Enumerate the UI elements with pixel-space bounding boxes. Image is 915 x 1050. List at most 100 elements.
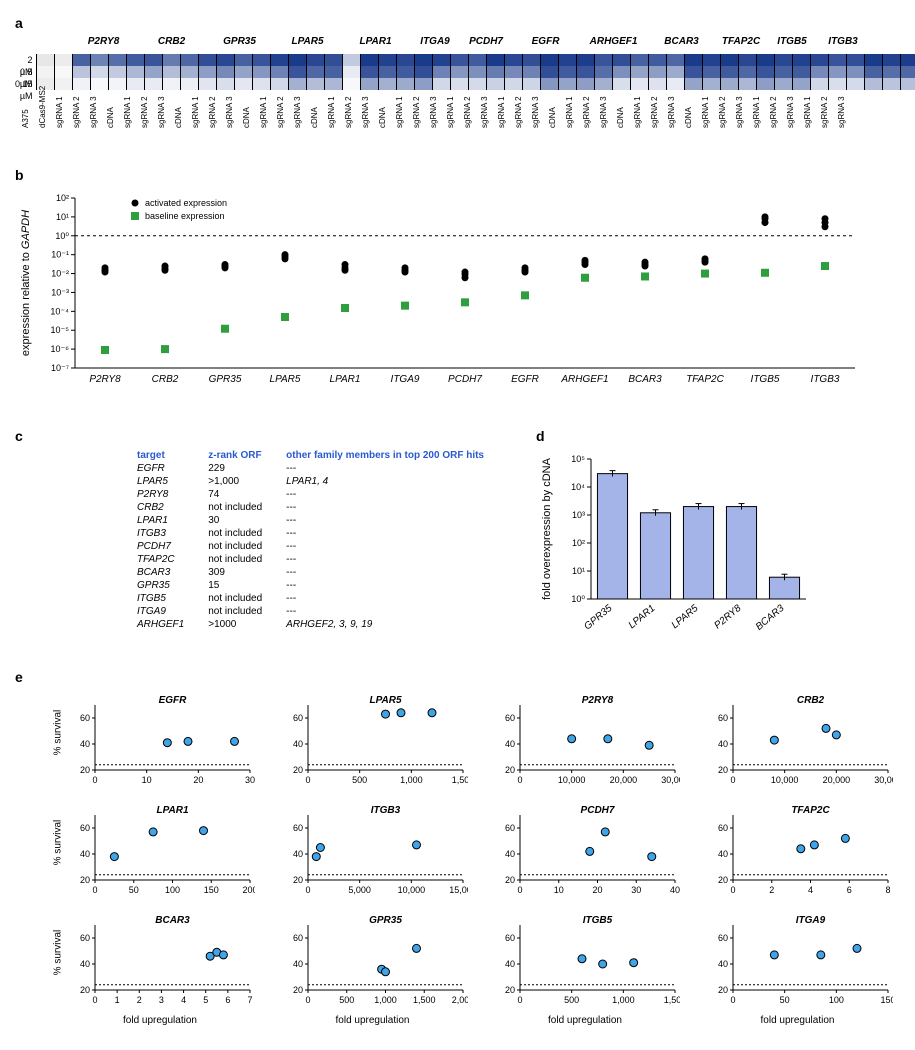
svg-text:TFAP2C: TFAP2C	[791, 805, 830, 816]
svg-text:CRB2: CRB2	[796, 695, 824, 706]
svg-text:40: 40	[505, 849, 515, 859]
heatmap: 2 µM0.5 µM0.15 µM P2RY8CRB2GPR35LPAR5LPA…	[15, 36, 900, 147]
svg-text:8: 8	[885, 885, 890, 895]
panel-e-label: e	[15, 669, 900, 685]
svg-text:20: 20	[717, 985, 727, 995]
svg-text:6: 6	[225, 995, 230, 1005]
svg-text:60: 60	[717, 933, 727, 943]
svg-text:60: 60	[505, 713, 515, 723]
svg-text:5,000: 5,000	[348, 885, 371, 895]
svg-text:4: 4	[181, 995, 186, 1005]
survival-chart-PCDH7: 204060010203040PCDH7	[490, 800, 680, 905]
panel-a-label: a	[15, 15, 900, 31]
svg-text:10²: 10²	[572, 538, 585, 548]
svg-text:200: 200	[242, 885, 255, 895]
svg-text:10¹: 10¹	[56, 212, 69, 222]
svg-text:10⁻²: 10⁻²	[51, 269, 69, 279]
survival-chart-LPAR1: 204060050100150200LPAR1% survival	[65, 800, 255, 905]
svg-text:60: 60	[292, 933, 302, 943]
svg-text:40: 40	[292, 849, 302, 859]
svg-text:20: 20	[193, 775, 203, 785]
svg-text:GPR35: GPR35	[582, 603, 615, 633]
svg-text:P2RY8: P2RY8	[582, 695, 614, 706]
svg-text:LPAR1: LPAR1	[627, 603, 658, 631]
svg-text:10⁻⁴: 10⁻⁴	[50, 306, 69, 316]
svg-text:1: 1	[115, 995, 120, 1005]
svg-text:ITGA9: ITGA9	[795, 915, 825, 926]
svg-text:baseline expression: baseline expression	[145, 211, 225, 221]
heatmap-col-labels: A375dCas9-MS2sgRNA 1sgRNA 2sgRNA 3cDNAsg…	[36, 92, 915, 147]
svg-text:150: 150	[880, 995, 893, 1005]
svg-text:30: 30	[245, 775, 255, 785]
svg-text:P2RY8: P2RY8	[89, 374, 121, 385]
svg-text:20: 20	[505, 765, 515, 775]
svg-text:30,000: 30,000	[874, 775, 893, 785]
orf-table: targetz-rank ORFother family members in …	[125, 449, 496, 631]
svg-text:10: 10	[554, 885, 564, 895]
panel-b: b 10⁻⁷10⁻⁶10⁻⁵10⁻⁴10⁻³10⁻²10⁻¹10⁰10¹10²P…	[15, 167, 900, 408]
survival-scatter-grid: 2040600102030EGFR% survival20406005001,0…	[65, 690, 900, 1015]
svg-text:0: 0	[730, 995, 735, 1005]
svg-text:60: 60	[80, 823, 90, 833]
svg-text:40: 40	[80, 739, 90, 749]
svg-text:2: 2	[137, 995, 142, 1005]
svg-text:EGFR: EGFR	[159, 695, 188, 706]
svg-text:0: 0	[305, 775, 310, 785]
svg-text:20: 20	[592, 885, 602, 895]
svg-text:20: 20	[717, 765, 727, 775]
svg-text:40: 40	[80, 849, 90, 859]
svg-text:0: 0	[92, 995, 97, 1005]
svg-text:60: 60	[717, 713, 727, 723]
svg-text:40: 40	[717, 739, 727, 749]
panel-e: e 2040600102030EGFR% survival20406005001…	[15, 669, 900, 1015]
svg-text:20: 20	[505, 875, 515, 885]
heatmap-grid	[36, 54, 915, 90]
svg-text:ITGB3: ITGB3	[811, 374, 840, 385]
svg-text:40: 40	[292, 959, 302, 969]
svg-text:500: 500	[564, 995, 579, 1005]
svg-text:7: 7	[247, 995, 252, 1005]
svg-text:5: 5	[203, 995, 208, 1005]
svg-text:0: 0	[730, 775, 735, 785]
svg-text:0: 0	[517, 775, 522, 785]
survival-chart-EGFR: 2040600102030EGFR% survival	[65, 690, 255, 795]
svg-text:100: 100	[165, 885, 180, 895]
svg-text:10⁻⁵: 10⁻⁵	[51, 325, 70, 335]
survival-chart-CRB2: 204060010,00020,00030,000CRB2	[703, 690, 893, 795]
fold-overexpression-bar-chart: 10⁰10¹10²10³10⁴10⁵GPR35LPAR1LPAR5P2RY8BC…	[536, 449, 816, 649]
svg-text:PCDH7: PCDH7	[448, 374, 482, 385]
svg-text:10⁵: 10⁵	[571, 454, 585, 464]
svg-text:40: 40	[717, 959, 727, 969]
survival-chart-ITGB5: 20406005001,0001,500ITGB5fold upregulati…	[490, 910, 680, 1015]
svg-text:10⁴: 10⁴	[571, 482, 585, 492]
svg-text:60: 60	[80, 713, 90, 723]
svg-text:40: 40	[505, 739, 515, 749]
panel-a: a 2 µM0.5 µM0.15 µM P2RY8CRB2GPR35LPAR5L…	[15, 15, 900, 147]
svg-text:LPAR5: LPAR5	[270, 374, 301, 385]
svg-text:50: 50	[779, 995, 789, 1005]
svg-text:BCAR3: BCAR3	[754, 603, 787, 633]
panel-d-label: d	[536, 428, 816, 444]
svg-text:LPAR1: LPAR1	[156, 805, 188, 816]
svg-text:20: 20	[80, 765, 90, 775]
svg-text:20: 20	[717, 875, 727, 885]
svg-text:40: 40	[670, 885, 680, 895]
svg-text:20: 20	[292, 765, 302, 775]
svg-text:10¹: 10¹	[572, 566, 585, 576]
svg-text:1,000: 1,000	[400, 775, 423, 785]
svg-text:3: 3	[159, 995, 164, 1005]
svg-text:fold overexpression by cDNA: fold overexpression by cDNA	[541, 457, 553, 600]
svg-text:1,500: 1,500	[412, 995, 435, 1005]
svg-text:60: 60	[80, 933, 90, 943]
svg-text:10,000: 10,000	[558, 775, 586, 785]
svg-text:20: 20	[505, 985, 515, 995]
svg-text:500: 500	[352, 775, 367, 785]
svg-text:ITGB5: ITGB5	[751, 374, 780, 385]
svg-text:0: 0	[305, 885, 310, 895]
svg-text:40: 40	[505, 959, 515, 969]
svg-text:40: 40	[717, 849, 727, 859]
svg-text:20,000: 20,000	[822, 775, 850, 785]
svg-text:10⁰: 10⁰	[571, 594, 585, 604]
svg-text:60: 60	[292, 713, 302, 723]
svg-text:ITGA9: ITGA9	[391, 374, 420, 385]
